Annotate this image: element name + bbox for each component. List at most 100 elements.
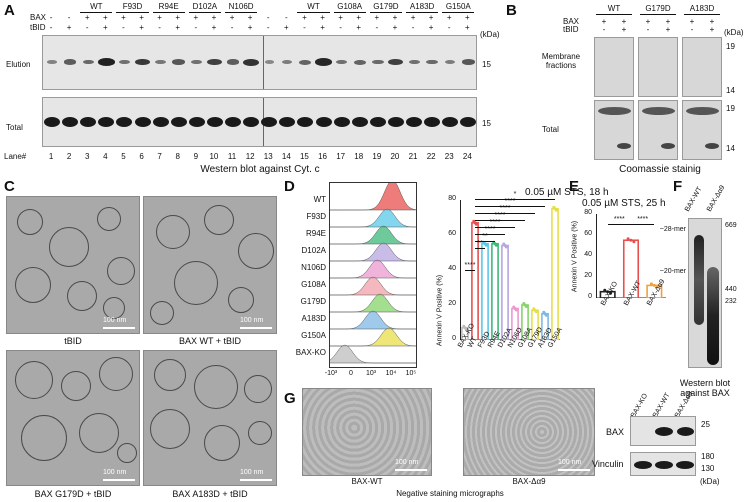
a-group-label: D102A — [192, 2, 218, 11]
f-28mer: ~28-mer — [659, 226, 686, 233]
a-tbid-sign: + — [284, 23, 289, 32]
a-tbid-sign: + — [103, 23, 108, 32]
a-tbid-sign: + — [139, 23, 144, 32]
a-bax-sign: - — [49, 13, 53, 22]
h-lane-bax-wt: BAX-WT — [651, 391, 672, 419]
a-lane-number: 21 — [408, 152, 418, 161]
e-sig-bracket — [607, 224, 631, 225]
a-total-band — [152, 117, 169, 127]
a-group-underline — [225, 12, 258, 13]
d-sig-bracket — [475, 248, 485, 249]
d-bar — [551, 207, 559, 340]
d-flow-tick: 0 — [349, 370, 353, 377]
h-bax-label: BAX — [606, 427, 625, 437]
a-elution-band — [155, 59, 166, 65]
a-blot-divider — [263, 36, 264, 89]
d-sig-star: * — [513, 191, 517, 198]
panel-g-label: G — [284, 390, 296, 407]
d-bar — [491, 242, 499, 340]
e-y-tick: 0 — [588, 293, 592, 300]
a-bax-sign: + — [247, 13, 253, 22]
a-bax-sign: + — [392, 13, 398, 22]
a-tbid-sign: + — [356, 23, 362, 32]
d-flow-histogram — [329, 182, 417, 211]
d-flow-histogram — [329, 293, 417, 313]
a-total-mw: 15 — [482, 119, 491, 128]
a-elution-band — [47, 60, 57, 64]
a-group-label: A183D — [409, 2, 435, 11]
a-elution-band — [63, 59, 77, 65]
b-bax-sign: + — [665, 17, 671, 26]
b-group-underline — [640, 14, 676, 15]
a-elution-blot — [42, 35, 477, 90]
a-total-band — [243, 117, 260, 127]
f-mw-232: 232 — [725, 298, 737, 305]
b-bax-sign: + — [645, 17, 651, 26]
c-label-a183d: BAX A183D + tBID — [172, 489, 248, 499]
g-label-bax-da9: BAX-Δα9 — [512, 477, 546, 486]
d-point — [534, 310, 538, 314]
a-elution-mw: 15 — [482, 60, 491, 69]
e-title: 0.05 µM STS, 25 h — [582, 198, 666, 209]
a-total-band — [369, 117, 386, 127]
a-total-band — [206, 117, 223, 127]
d-axis — [460, 200, 560, 340]
a-tbid-sign: - — [194, 23, 198, 32]
e-sig-bracket — [631, 224, 655, 225]
d-flow-histogram — [329, 327, 417, 347]
a-total-band — [225, 117, 242, 127]
e-point — [655, 285, 659, 289]
a-group-label: G108A — [337, 2, 363, 11]
a-total-band — [261, 117, 278, 127]
a-lane-number: 23 — [444, 152, 454, 161]
c-label-tbid: tBID — [64, 336, 82, 346]
d-sig-star: **** — [504, 198, 516, 205]
a-elution-band — [299, 59, 312, 65]
a-group-underline — [406, 12, 439, 13]
d-sig-star: **** — [484, 226, 496, 233]
a-group-underline — [442, 12, 475, 13]
b-membrane-blot-wt — [594, 37, 634, 97]
d-y-tick: 20 — [448, 300, 456, 307]
a-tbid-sign: + — [66, 23, 72, 32]
d-sig-bracket — [475, 241, 495, 242]
d-flow-sample-name: WT — [313, 195, 326, 204]
a-elution-band — [191, 59, 203, 65]
h-bax-blot — [630, 416, 696, 446]
b-bax-sign: + — [689, 17, 695, 26]
a-lane-number: 4 — [103, 152, 108, 161]
a-elution-band — [118, 59, 130, 65]
a-elution-band — [226, 59, 240, 65]
e-point — [606, 290, 610, 294]
d-flow-frame — [329, 182, 417, 368]
a-group-label: WT — [90, 2, 103, 11]
d-sig-bracket — [465, 270, 475, 271]
d-flow-sample-name: R94E — [305, 229, 326, 238]
a-elution-band — [97, 58, 116, 66]
d-sig-star: ** — [482, 233, 488, 240]
e-y-tick: 60 — [584, 230, 592, 237]
a-elution-band — [172, 59, 186, 65]
c-scale-2: 100 nm — [240, 317, 264, 324]
b-tbid-label: tBID — [563, 25, 579, 34]
e-point — [649, 282, 653, 286]
a-total-band — [134, 117, 151, 127]
a-group-label: R94E — [158, 2, 179, 11]
a-bax-sign: + — [374, 13, 380, 22]
b-mw-14: 14 — [726, 86, 735, 95]
d-flow-tick: 10⁵ — [405, 370, 417, 377]
a-bax-sign: + — [193, 13, 199, 22]
a-bax-sign: + — [211, 13, 217, 22]
d-y-tick: 80 — [448, 195, 456, 202]
c-micrograph-a183d: 100 nm — [143, 350, 277, 486]
d-bar — [481, 242, 489, 340]
a-total-band — [80, 117, 97, 127]
a-lane-number: 5 — [121, 152, 126, 161]
b-membrane-blot-a183d — [682, 37, 722, 97]
g-scale-1: 100 nm — [395, 459, 419, 466]
d-sig-star: **** — [489, 219, 501, 226]
a-lane-number: 3 — [85, 152, 90, 161]
a-bax-row-label: BAX — [30, 13, 47, 22]
a-bax-sign: + — [338, 13, 343, 22]
c-micrograph-bax-wt: 100 nm — [143, 196, 277, 334]
